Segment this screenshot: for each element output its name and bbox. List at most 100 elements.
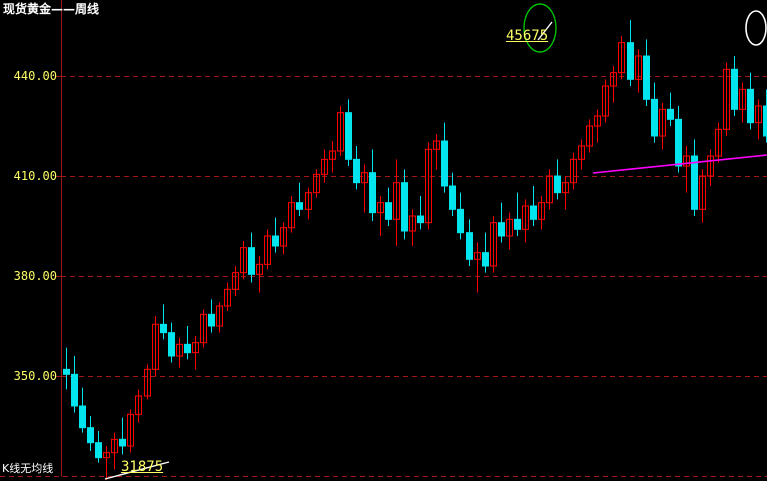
candle-39[interactable] — [377, 196, 384, 236]
candle-64[interactable] — [578, 139, 585, 170]
candle-body-down — [87, 427, 94, 444]
candle-69[interactable] — [618, 36, 625, 80]
candle-49[interactable] — [457, 192, 464, 240]
trendline-segment[interactable] — [592, 154, 767, 174]
candle-81[interactable] — [715, 122, 722, 163]
candle-5[interactable] — [103, 446, 110, 481]
candle-63[interactable] — [570, 152, 577, 190]
candle-6[interactable] — [111, 432, 118, 470]
candle-20[interactable] — [224, 282, 231, 311]
candle-56[interactable] — [514, 192, 521, 236]
candle-76[interactable] — [675, 106, 682, 173]
candle-50[interactable] — [466, 219, 473, 266]
candle-19[interactable] — [216, 302, 223, 333]
candle-48[interactable] — [449, 172, 456, 216]
candle-23[interactable] — [248, 232, 255, 283]
candle-1[interactable] — [71, 356, 78, 413]
candle-36[interactable] — [353, 146, 360, 190]
candle-16[interactable] — [192, 336, 199, 370]
candle-67[interactable] — [602, 79, 609, 123]
low-price-annotation: 31875 — [121, 459, 164, 475]
candle-71[interactable] — [635, 49, 642, 93]
candle-2[interactable] — [79, 387, 86, 433]
candle-46[interactable] — [433, 134, 440, 170]
candle-11[interactable] — [152, 316, 159, 376]
candle-55[interactable] — [506, 212, 513, 250]
candle-4[interactable] — [95, 431, 102, 463]
candle-78[interactable] — [691, 139, 698, 216]
candle-41[interactable] — [393, 159, 400, 246]
candle-10[interactable] — [144, 364, 151, 400]
candle-22[interactable] — [240, 241, 247, 280]
candle-83[interactable] — [731, 56, 738, 116]
support-trendline[interactable] — [592, 154, 767, 174]
candle-80[interactable] — [707, 149, 714, 186]
candle-40[interactable] — [385, 187, 392, 226]
candle-series[interactable] — [63, 20, 767, 481]
candle-52[interactable] — [482, 232, 489, 273]
candle-86[interactable] — [755, 99, 762, 140]
candle-43[interactable] — [409, 209, 416, 246]
candle-8[interactable] — [127, 409, 134, 453]
candle-0[interactable] — [63, 347, 70, 390]
candle-7[interactable] — [119, 417, 126, 455]
candle-18[interactable] — [208, 299, 215, 333]
candle-body-up — [602, 85, 609, 117]
candle-38[interactable] — [369, 149, 376, 221]
candle-51[interactable] — [474, 242, 481, 293]
candle-37[interactable] — [361, 164, 368, 213]
candle-77[interactable] — [683, 146, 690, 193]
candle-34[interactable] — [337, 106, 344, 156]
candle-30[interactable] — [305, 187, 312, 220]
candle-24[interactable] — [256, 256, 263, 293]
candle-75[interactable] — [667, 92, 674, 126]
candle-68[interactable] — [610, 66, 617, 103]
candle-27[interactable] — [280, 222, 287, 255]
candle-15[interactable] — [184, 326, 191, 360]
candle-57[interactable] — [522, 199, 529, 243]
candle-42[interactable] — [401, 169, 408, 240]
candle-35[interactable] — [345, 99, 352, 166]
candle-66[interactable] — [594, 109, 601, 143]
candle-85[interactable] — [747, 72, 754, 130]
candle-58[interactable] — [530, 186, 537, 226]
candle-45[interactable] — [425, 142, 432, 230]
candle-61[interactable] — [554, 159, 561, 200]
candle-21[interactable] — [232, 266, 239, 296]
candle-54[interactable] — [498, 202, 505, 243]
candle-62[interactable] — [562, 176, 569, 210]
candle-70[interactable] — [627, 20, 634, 86]
candle-13[interactable] — [168, 322, 175, 363]
candle-47[interactable] — [441, 122, 448, 193]
candle-65[interactable] — [586, 119, 593, 153]
candle-12[interactable] — [160, 304, 167, 340]
candle-14[interactable] — [176, 337, 183, 368]
high-price-annotation-leader-line — [537, 21, 553, 41]
candle-26[interactable] — [272, 217, 279, 253]
candle-31[interactable] — [313, 169, 320, 198]
candle-17[interactable] — [200, 309, 207, 348]
candle-body-up — [111, 438, 118, 454]
candle-59[interactable] — [538, 196, 545, 230]
candle-82[interactable] — [723, 62, 730, 136]
candle-33[interactable] — [329, 141, 336, 173]
candle-body-down — [369, 172, 376, 214]
candle-60[interactable] — [546, 169, 553, 210]
candle-3[interactable] — [87, 416, 94, 451]
candle-body-up — [256, 263, 263, 275]
candle-73[interactable] — [651, 82, 658, 143]
candle-79[interactable] — [699, 169, 706, 223]
candle-74[interactable] — [659, 102, 666, 150]
candle-72[interactable] — [643, 39, 650, 106]
candle-9[interactable] — [135, 389, 142, 423]
candle-44[interactable] — [417, 196, 424, 230]
candle-body-up — [280, 227, 287, 247]
candle-body-up — [377, 202, 384, 214]
candle-84[interactable] — [739, 82, 746, 123]
candle-53[interactable] — [490, 216, 497, 273]
candle-29[interactable] — [296, 182, 303, 216]
candle-25[interactable] — [264, 229, 271, 270]
candle-28[interactable] — [288, 196, 295, 233]
candle-32[interactable] — [321, 149, 328, 183]
